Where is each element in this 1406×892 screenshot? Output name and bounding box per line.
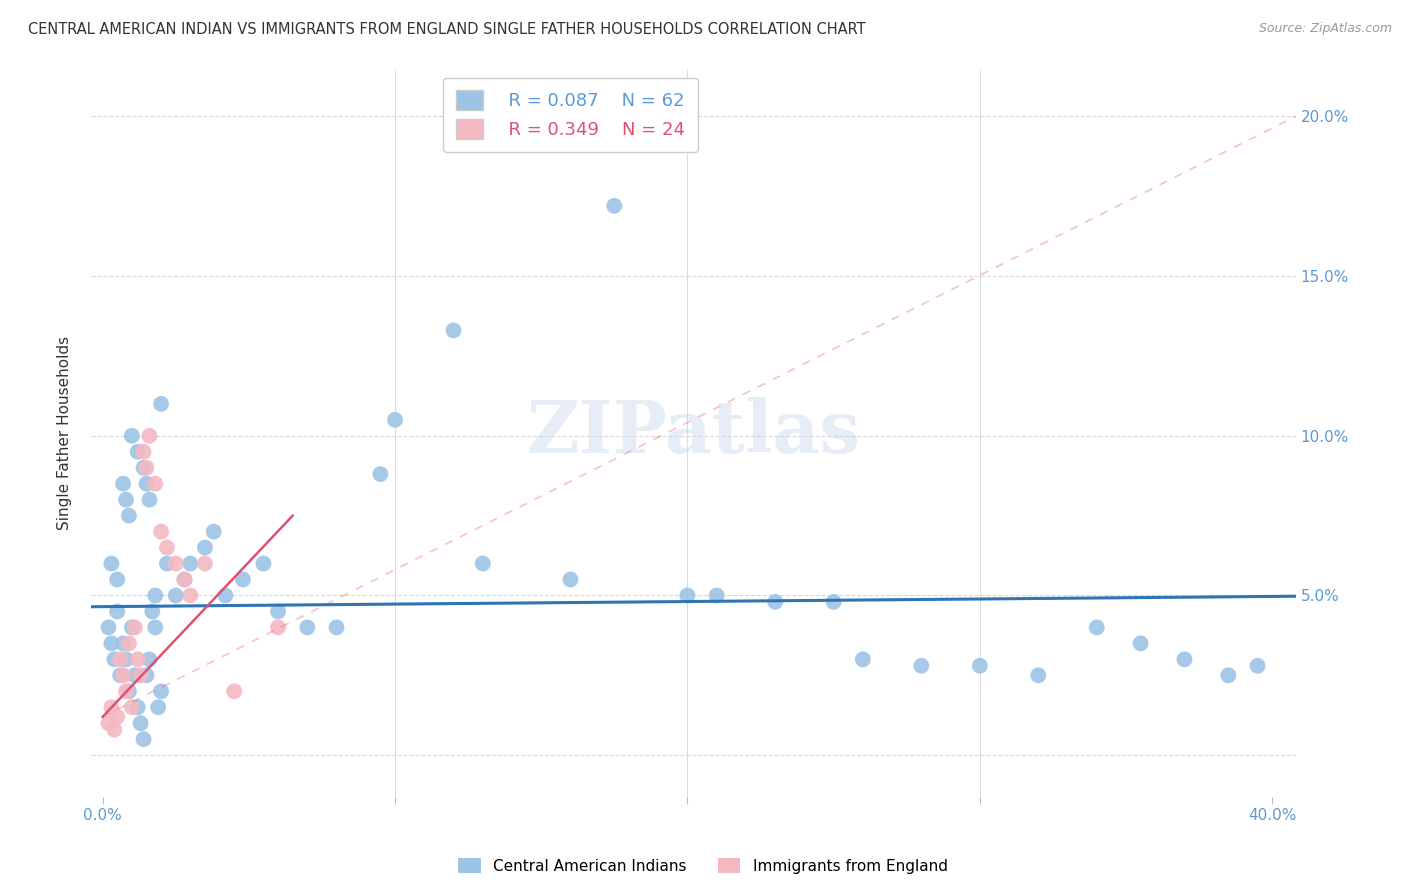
Point xyxy=(124,668,146,682)
Point xyxy=(118,636,141,650)
Point xyxy=(165,557,187,571)
Point xyxy=(112,668,135,682)
Point xyxy=(138,492,160,507)
Point xyxy=(141,604,163,618)
Point xyxy=(143,620,166,634)
Point xyxy=(127,652,149,666)
Point xyxy=(1026,668,1049,682)
Point xyxy=(121,620,143,634)
Point xyxy=(252,557,274,571)
Point xyxy=(676,589,699,603)
Point xyxy=(969,658,991,673)
Point xyxy=(108,652,131,666)
Point xyxy=(105,573,128,587)
Point xyxy=(267,620,290,634)
Y-axis label: Single Father Households: Single Father Households xyxy=(58,335,72,530)
Point xyxy=(100,557,122,571)
Point xyxy=(267,604,290,618)
Point xyxy=(297,620,319,634)
Point xyxy=(148,700,170,714)
Point xyxy=(150,684,173,698)
Point xyxy=(763,595,786,609)
Text: Source: ZipAtlas.com: Source: ZipAtlas.com xyxy=(1258,22,1392,36)
Point xyxy=(156,557,179,571)
Point xyxy=(823,595,845,609)
Point xyxy=(112,476,135,491)
Point xyxy=(121,700,143,714)
Point xyxy=(173,573,195,587)
Point xyxy=(1173,652,1195,666)
Point xyxy=(1085,620,1108,634)
Point xyxy=(129,716,152,731)
Point xyxy=(103,723,125,737)
Point xyxy=(471,557,494,571)
Point xyxy=(232,573,254,587)
Text: ZIPatlas: ZIPatlas xyxy=(526,397,860,468)
Point xyxy=(560,573,582,587)
Point xyxy=(150,397,173,411)
Point xyxy=(143,589,166,603)
Legend: Central American Indians, Immigrants from England: Central American Indians, Immigrants fro… xyxy=(453,852,953,880)
Point xyxy=(132,460,155,475)
Point xyxy=(156,541,179,555)
Point xyxy=(384,413,406,427)
Point xyxy=(100,636,122,650)
Point xyxy=(706,589,728,603)
Point xyxy=(603,199,626,213)
Point xyxy=(121,429,143,443)
Point xyxy=(325,620,347,634)
Point xyxy=(135,460,157,475)
Point xyxy=(115,652,138,666)
Point xyxy=(115,492,138,507)
Point xyxy=(852,652,875,666)
Point xyxy=(1218,668,1240,682)
Point xyxy=(135,668,157,682)
Point xyxy=(194,541,217,555)
Point xyxy=(108,668,131,682)
Point xyxy=(105,604,128,618)
Point xyxy=(910,658,932,673)
Point xyxy=(97,620,120,634)
Point xyxy=(214,589,236,603)
Point xyxy=(135,476,157,491)
Point xyxy=(1129,636,1152,650)
Point xyxy=(224,684,246,698)
Point xyxy=(443,323,465,337)
Point xyxy=(138,429,160,443)
Point xyxy=(132,444,155,458)
Point xyxy=(115,684,138,698)
Point xyxy=(143,476,166,491)
Point xyxy=(150,524,173,539)
Point xyxy=(118,508,141,523)
Point xyxy=(173,573,195,587)
Point xyxy=(194,557,217,571)
Point xyxy=(105,710,128,724)
Legend:   R = 0.087    N = 62,   R = 0.349    N = 24: R = 0.087 N = 62, R = 0.349 N = 24 xyxy=(443,78,699,152)
Point xyxy=(165,589,187,603)
Point xyxy=(100,700,122,714)
Point xyxy=(179,557,201,571)
Point xyxy=(132,732,155,747)
Point xyxy=(124,620,146,634)
Point xyxy=(103,652,125,666)
Point xyxy=(129,668,152,682)
Point xyxy=(1246,658,1268,673)
Point xyxy=(138,652,160,666)
Point xyxy=(127,700,149,714)
Point xyxy=(370,467,392,482)
Text: CENTRAL AMERICAN INDIAN VS IMMIGRANTS FROM ENGLAND SINGLE FATHER HOUSEHOLDS CORR: CENTRAL AMERICAN INDIAN VS IMMIGRANTS FR… xyxy=(28,22,866,37)
Point xyxy=(179,589,201,603)
Point xyxy=(112,636,135,650)
Point xyxy=(97,716,120,731)
Point xyxy=(118,684,141,698)
Point xyxy=(127,444,149,458)
Point xyxy=(202,524,225,539)
